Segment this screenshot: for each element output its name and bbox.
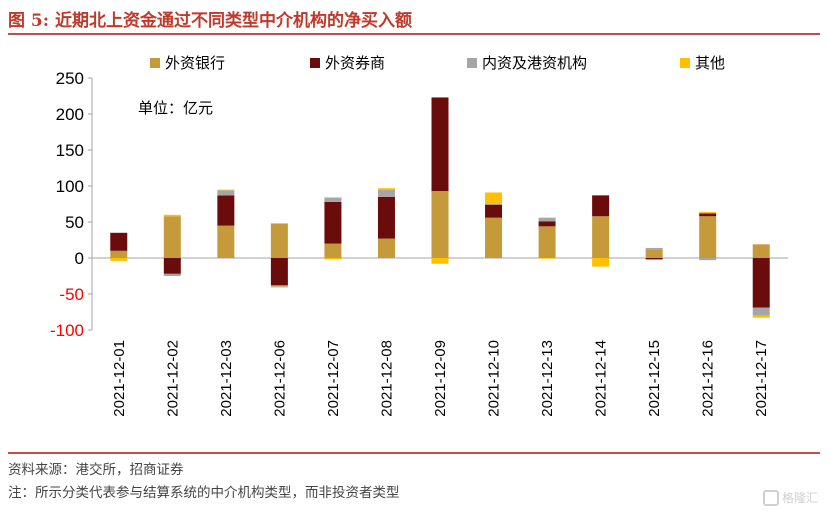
- x-tick-label: 2021-12-09: [432, 340, 449, 417]
- bar-segment: [699, 213, 717, 217]
- bar-segment: [163, 258, 181, 274]
- bar-segment: [217, 189, 235, 191]
- bar-segment: [538, 226, 556, 258]
- footer-rule: [8, 452, 820, 454]
- bar-segment: [217, 190, 235, 196]
- bar-segment: [324, 243, 342, 258]
- bar-segment: [270, 223, 288, 258]
- bar-segment: [645, 258, 663, 260]
- unit-label: 单位：亿元: [138, 99, 213, 117]
- y-tick-label: -50: [59, 285, 84, 304]
- x-tick-label: 2021-12-13: [539, 340, 556, 417]
- y-tick-label: 100: [56, 177, 84, 196]
- bar-segment: [699, 211, 717, 214]
- bar-segment: [324, 258, 342, 260]
- source-note: 资料来源：港交所，招商证券: [8, 462, 184, 478]
- bar-segment: [163, 273, 181, 276]
- bar-segment: [377, 238, 395, 258]
- bar-segment: [752, 307, 770, 316]
- bar-segment: [110, 258, 128, 261]
- y-tick-label: 250: [56, 69, 84, 88]
- x-tick-label: 2021-12-06: [271, 340, 288, 417]
- bar-segment: [699, 216, 717, 258]
- figure-title: 图 5: 近期北上资金通过不同类型中介机构的净买入额: [8, 11, 412, 31]
- chart-legend: 外资银行 外资券商 内资及港资机构 其他: [150, 54, 725, 72]
- bar-segment: [377, 196, 395, 239]
- stacked-bar-chart: 外资银行 外资券商 内资及港资机构 其他 单位：亿元 250 200 150 100 50 0 -…: [50, 54, 788, 417]
- bar-segment: [110, 232, 128, 251]
- legend-label: 内资及港资机构: [482, 54, 587, 72]
- x-axis: 2021-12-01 2021-12-02 2021-12-03 2021-12-06…: [111, 340, 770, 417]
- bar-segment: [592, 195, 610, 217]
- bar-segment: [485, 217, 503, 258]
- bar-segment: [377, 189, 395, 197]
- watermark-text: 格隆汇: [781, 491, 818, 505]
- watermark: 格隆汇: [762, 489, 818, 506]
- bar-segment: [752, 315, 770, 318]
- bar-segment: [270, 286, 288, 288]
- x-tick-label: 2021-12-17: [753, 340, 770, 417]
- x-tick-label: 2021-12-10: [486, 340, 503, 417]
- y-tick-label: 50: [65, 213, 84, 232]
- bar-segment: [752, 244, 770, 258]
- x-tick-label: 2021-12-16: [700, 340, 717, 417]
- bar-segment: [592, 216, 610, 258]
- bar-segment: [431, 97, 449, 192]
- y-tick-label: -100: [50, 321, 84, 340]
- bar-segment: [752, 258, 770, 308]
- bar-segment: [538, 258, 556, 259]
- y-tick-label: 200: [56, 105, 84, 124]
- bar-segment: [538, 217, 556, 222]
- y-axis: 250 200 150 100 50 0 -50 -100: [50, 69, 788, 340]
- bar-segment: [699, 258, 717, 261]
- title-rule: [8, 33, 820, 35]
- legend-swatch: [150, 58, 160, 68]
- legend-swatch: [467, 58, 477, 68]
- bar-segment: [538, 221, 556, 227]
- x-tick-label: 2021-12-01: [111, 340, 128, 417]
- bars: [110, 97, 770, 318]
- x-tick-label: 2021-12-08: [378, 340, 395, 417]
- legend-label: 外资银行: [165, 54, 225, 72]
- x-tick-label: 2021-12-07: [325, 340, 342, 417]
- bar-segment: [485, 204, 503, 205]
- x-tick-label: 2021-12-15: [646, 340, 663, 417]
- bar-segment: [324, 201, 342, 244]
- bar-segment: [431, 191, 449, 258]
- bar-segment: [592, 258, 610, 267]
- bar-segment: [431, 258, 449, 264]
- bar-segment: [110, 250, 128, 258]
- bar-segment: [485, 204, 503, 218]
- y-tick-label: 0: [75, 249, 84, 268]
- y-tick-label: 150: [56, 141, 84, 160]
- bar-segment: [217, 195, 235, 226]
- legend-label: 外资券商: [325, 54, 385, 72]
- legend-label: 其他: [695, 54, 725, 72]
- footnote: 注：所示分类代表参与结算系统的中介机构类型，而非投资者类型: [8, 485, 400, 501]
- x-tick-label: 2021-12-03: [218, 340, 235, 417]
- x-tick-label: 2021-12-14: [593, 340, 610, 417]
- bar-segment: [645, 249, 663, 258]
- bar-segment: [324, 197, 342, 202]
- bar-segment: [217, 225, 235, 258]
- bar-segment: [163, 214, 181, 217]
- watermark-logo-icon: [762, 489, 779, 506]
- legend-swatch: [310, 58, 320, 68]
- bar-segment: [270, 258, 288, 286]
- bar-segment: [377, 188, 395, 190]
- bar-segment: [270, 285, 288, 287]
- x-tick-label: 2021-12-02: [164, 340, 181, 417]
- legend-swatch: [680, 58, 690, 68]
- bar-segment: [485, 192, 503, 204]
- bar-segment: [163, 216, 181, 258]
- bar-segment: [645, 247, 663, 250]
